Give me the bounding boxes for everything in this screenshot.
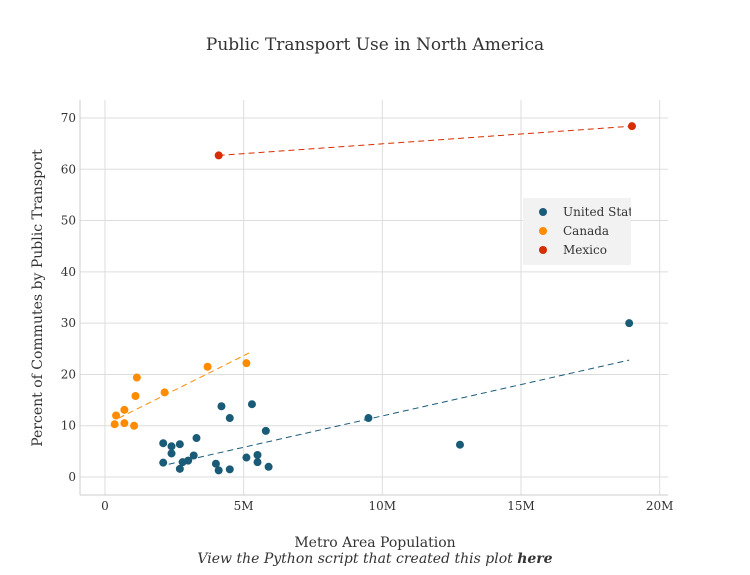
data-point xyxy=(211,459,220,468)
data-point xyxy=(364,414,373,423)
data-point xyxy=(225,414,234,423)
y-tick-label: 30 xyxy=(61,316,76,330)
y-axis-label: Percent of Commutes by Public Transport xyxy=(30,149,46,447)
footer-text: View the Python script that created this… xyxy=(197,551,518,567)
x-tick-label: 5M xyxy=(234,499,254,513)
data-point xyxy=(253,450,262,459)
data-point xyxy=(225,465,234,474)
axes xyxy=(79,100,668,496)
trendline xyxy=(118,352,250,419)
data-point xyxy=(160,388,169,397)
legend-label[interactable]: Canada xyxy=(563,224,609,238)
x-tick-label: 15M xyxy=(507,499,535,513)
grid-lines xyxy=(80,100,668,495)
data-point xyxy=(120,405,129,414)
legend-marker xyxy=(539,246,547,254)
data-point xyxy=(178,458,187,467)
chart-title: Public Transport Use in North America xyxy=(206,35,544,55)
legend-label[interactable]: Mexico xyxy=(563,243,607,257)
data-point xyxy=(120,419,129,428)
data-point xyxy=(242,359,251,368)
x-tick-labels: 0 5M 10M 15M 20M xyxy=(101,499,673,513)
data-point xyxy=(110,420,119,429)
y-tick-label: 10 xyxy=(61,419,76,433)
x-tick-label: 10M xyxy=(369,499,397,513)
legend[interactable]: United States Canada Mexico xyxy=(523,198,646,265)
data-point xyxy=(261,426,270,435)
data-point xyxy=(192,434,201,443)
data-point xyxy=(253,458,262,467)
data-point xyxy=(189,451,198,460)
y-tick-label: 40 xyxy=(61,265,76,279)
data-point xyxy=(159,439,168,448)
footer-caption: View the Python script that created this… xyxy=(0,551,750,567)
data-point xyxy=(112,411,121,420)
data-point xyxy=(455,440,464,449)
y-tick-labels: 0 10 20 30 40 50 60 70 xyxy=(61,111,76,484)
trendline xyxy=(168,359,630,465)
footer-link[interactable]: here xyxy=(517,551,553,567)
data-point xyxy=(130,421,139,430)
data-point xyxy=(247,400,256,409)
data-point xyxy=(159,458,168,467)
y-tick-label: 50 xyxy=(61,214,76,228)
legend-marker xyxy=(539,227,547,235)
data-point xyxy=(175,440,184,449)
trendlines xyxy=(118,125,632,465)
data-point xyxy=(167,442,176,451)
data-point xyxy=(132,373,141,382)
legend-marker xyxy=(539,208,547,216)
x-tick-label: 0 xyxy=(101,499,109,513)
data-point xyxy=(167,449,176,458)
data-point xyxy=(264,462,273,471)
data-point xyxy=(175,464,184,473)
data-point xyxy=(242,453,251,462)
data-point xyxy=(203,362,212,371)
data-point xyxy=(627,122,636,131)
legend-label[interactable]: United States xyxy=(563,205,646,219)
y-tick-label: 0 xyxy=(68,470,76,484)
trendline xyxy=(218,125,632,156)
y-tick-label: 20 xyxy=(61,367,76,381)
x-axis-label: Metro Area Population xyxy=(294,535,455,551)
data-point xyxy=(214,466,223,475)
data-point xyxy=(625,319,634,328)
data-point xyxy=(131,391,140,400)
data-point xyxy=(214,151,223,160)
data-points xyxy=(110,122,636,475)
x-tick-label: 20M xyxy=(646,499,674,513)
y-tick-label: 60 xyxy=(61,162,76,176)
y-tick-label: 70 xyxy=(61,111,76,125)
data-point xyxy=(217,402,226,411)
